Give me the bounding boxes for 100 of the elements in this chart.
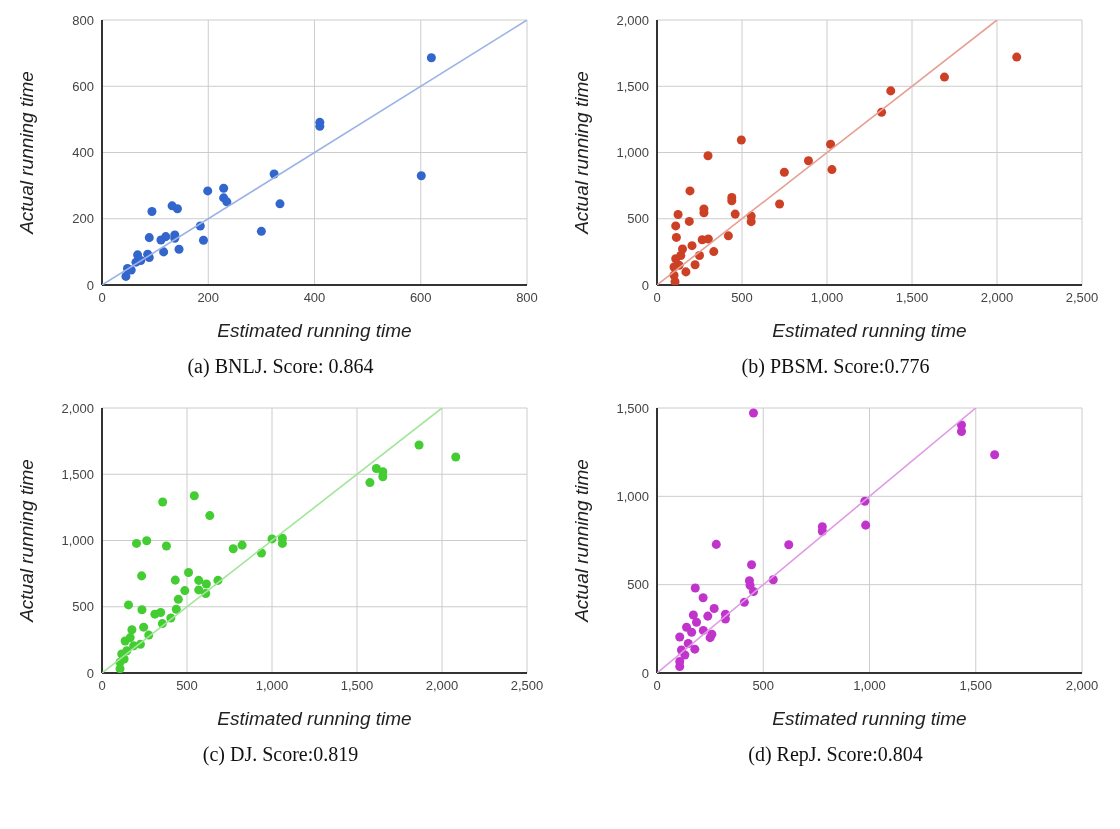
x-axis-title: Estimated running time bbox=[772, 708, 967, 729]
x-tick-label: 2,500 bbox=[1065, 290, 1099, 306]
point bbox=[137, 571, 147, 581]
point bbox=[184, 568, 194, 578]
point bbox=[1012, 52, 1022, 62]
y-tick-label: 500 bbox=[627, 577, 649, 593]
point bbox=[161, 232, 171, 242]
x-tick-label: 500 bbox=[752, 678, 775, 694]
point bbox=[736, 135, 746, 145]
point bbox=[687, 627, 697, 637]
point bbox=[687, 241, 697, 251]
point bbox=[784, 540, 794, 550]
point bbox=[747, 560, 757, 570]
point bbox=[685, 186, 695, 196]
x-tick-label: 200 bbox=[197, 290, 220, 306]
point bbox=[158, 497, 168, 507]
point bbox=[222, 197, 232, 207]
point bbox=[228, 544, 238, 554]
point bbox=[730, 209, 740, 219]
point bbox=[673, 210, 683, 220]
point bbox=[219, 183, 229, 193]
point bbox=[414, 440, 424, 450]
point bbox=[203, 186, 213, 196]
point bbox=[675, 632, 685, 642]
point bbox=[121, 271, 131, 281]
x-tick-label: 800 bbox=[516, 290, 538, 306]
y-tick-label: 1,500 bbox=[61, 466, 94, 482]
text: (a) BNLJ. Score: 0.864 bbox=[186, 355, 375, 378]
y-tick-label: 1,000 bbox=[616, 488, 649, 504]
point bbox=[709, 604, 719, 614]
point bbox=[237, 540, 247, 550]
point bbox=[426, 53, 436, 63]
x-tick-label: 500 bbox=[731, 290, 753, 306]
point bbox=[416, 171, 426, 181]
x-tick-label: 600 bbox=[409, 290, 432, 306]
x-axis-title: Estimated running time bbox=[217, 708, 412, 729]
point bbox=[709, 247, 719, 257]
point bbox=[194, 585, 204, 595]
point bbox=[703, 611, 713, 621]
y-tick-label: 1,500 bbox=[616, 78, 649, 94]
point bbox=[180, 586, 190, 596]
x-tick-label: 0 bbox=[98, 290, 106, 306]
x-tick-label: 0 bbox=[653, 290, 661, 306]
point bbox=[173, 594, 183, 604]
point bbox=[147, 206, 157, 216]
point bbox=[698, 593, 708, 603]
point bbox=[690, 583, 700, 593]
y-tick-label: 2,000 bbox=[616, 12, 649, 28]
x-tick-label: 0 bbox=[653, 678, 661, 694]
point bbox=[451, 452, 461, 462]
point bbox=[711, 539, 721, 549]
x-tick-label: 1,500 bbox=[340, 678, 374, 694]
point bbox=[703, 151, 713, 161]
x-tick-label: 1,000 bbox=[810, 290, 844, 306]
point bbox=[124, 600, 134, 610]
point bbox=[115, 664, 125, 673]
point bbox=[746, 217, 756, 227]
x-tick-label: 2,000 bbox=[425, 678, 459, 694]
point bbox=[690, 644, 700, 654]
y-tick-label: 400 bbox=[72, 145, 94, 161]
point bbox=[127, 625, 137, 635]
point bbox=[671, 221, 681, 231]
y-axis-title: Actual running time bbox=[570, 71, 592, 235]
point bbox=[159, 247, 169, 257]
point bbox=[690, 260, 700, 270]
point bbox=[826, 139, 836, 149]
point bbox=[676, 250, 686, 260]
y-tick-label: 1,500 bbox=[616, 400, 649, 416]
point bbox=[723, 231, 733, 241]
point bbox=[170, 575, 180, 585]
point bbox=[161, 541, 171, 551]
x-tick-label: 0 bbox=[98, 678, 106, 694]
point bbox=[688, 610, 698, 620]
x-tick-label: 400 bbox=[303, 290, 326, 306]
point bbox=[142, 536, 152, 546]
x-tick-label: 2,500 bbox=[510, 678, 544, 694]
y-tick-label: 0 bbox=[641, 277, 649, 293]
point bbox=[174, 244, 184, 254]
point bbox=[365, 478, 375, 488]
y-tick-label: 800 bbox=[72, 12, 94, 28]
point bbox=[139, 622, 149, 632]
y-axis-title: Actual running time bbox=[15, 71, 37, 235]
point bbox=[681, 267, 691, 277]
y-tick-label: 0 bbox=[641, 665, 649, 681]
x-axis-title: Estimated running time bbox=[217, 320, 412, 341]
y-tick-label: 0 bbox=[86, 665, 94, 681]
x-tick-label: 2,000 bbox=[980, 290, 1014, 306]
x-axis-title: Estimated running time bbox=[772, 320, 967, 341]
point bbox=[803, 156, 813, 166]
text: (c) DJ. Score:0.819 bbox=[201, 743, 360, 766]
y-tick-label: 200 bbox=[72, 211, 94, 227]
y-axis-title: Actual running time bbox=[15, 459, 37, 623]
point bbox=[671, 232, 681, 242]
point bbox=[256, 226, 266, 236]
y-tick-label: 0 bbox=[86, 277, 94, 293]
point bbox=[172, 204, 182, 214]
text: (d) RepJ. Score:0.804 bbox=[747, 743, 924, 766]
x-tick-label: 1,000 bbox=[255, 678, 289, 694]
point bbox=[371, 464, 381, 474]
point bbox=[137, 605, 147, 615]
